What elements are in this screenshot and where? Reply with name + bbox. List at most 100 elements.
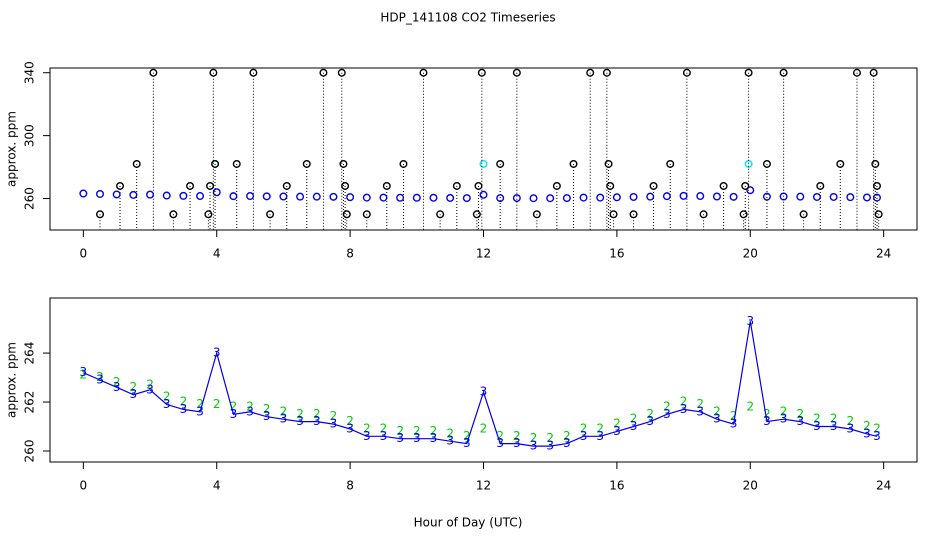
point	[279, 192, 288, 201]
point	[812, 192, 821, 201]
point: 2	[196, 397, 204, 411]
y-tick-label: 300	[23, 124, 37, 147]
point	[342, 210, 351, 219]
point: 2	[596, 421, 604, 435]
point	[436, 210, 445, 219]
point	[204, 210, 213, 219]
point	[429, 193, 438, 202]
y-axis-label: approx. ppm	[5, 342, 19, 418]
x-tick-label: 4	[213, 479, 221, 493]
point	[419, 68, 428, 77]
point	[362, 210, 371, 219]
point: 2	[280, 404, 288, 418]
point	[729, 192, 738, 201]
point: 3	[730, 417, 738, 431]
x-tick-label: 16	[609, 479, 624, 493]
point	[869, 68, 878, 77]
point	[682, 68, 691, 77]
point	[872, 193, 881, 202]
point	[629, 192, 638, 201]
point	[452, 181, 461, 190]
point	[337, 68, 346, 77]
point	[146, 190, 155, 199]
point	[744, 68, 753, 77]
point	[696, 192, 705, 201]
point: 2	[480, 421, 488, 435]
x-tick-label: 20	[743, 479, 758, 493]
point	[296, 192, 305, 201]
point: 2	[346, 414, 354, 428]
point: 3	[830, 419, 838, 433]
point	[329, 192, 338, 201]
point: 3	[463, 436, 471, 450]
point	[746, 186, 755, 195]
point	[719, 181, 728, 190]
point	[346, 193, 355, 202]
point: 3	[246, 404, 254, 418]
point: 2	[96, 370, 104, 384]
point	[282, 181, 291, 190]
point: 2	[180, 395, 188, 409]
x-tick-label: 0	[80, 479, 88, 493]
point	[211, 159, 220, 168]
point: 3	[180, 402, 188, 416]
point: 2	[80, 368, 88, 382]
x-tick-label: 20	[743, 247, 758, 261]
point	[116, 181, 125, 190]
point: 3	[380, 429, 388, 443]
point	[512, 68, 521, 77]
x-tick-label: 24	[876, 247, 891, 261]
x-tick-label: 24	[876, 479, 891, 493]
point	[779, 68, 788, 77]
point	[472, 210, 481, 219]
point: 2	[646, 407, 654, 421]
x-tick-label: 12	[476, 479, 491, 493]
point	[112, 190, 121, 199]
point: 2	[113, 375, 121, 389]
point	[312, 192, 321, 201]
point	[249, 68, 258, 77]
x-tick-label: 8	[346, 247, 354, 261]
point: 3	[763, 414, 771, 428]
point	[874, 210, 883, 219]
point: 3	[596, 429, 604, 443]
point: 2	[763, 407, 771, 421]
point	[302, 159, 311, 168]
point: 2	[396, 424, 404, 438]
point	[602, 68, 611, 77]
point: 2	[680, 395, 688, 409]
point	[477, 68, 486, 77]
point	[666, 159, 675, 168]
point: 3	[613, 424, 621, 438]
point	[872, 181, 881, 190]
point: 3	[80, 365, 88, 379]
point	[846, 193, 855, 202]
point	[446, 193, 455, 202]
point: 3	[680, 402, 688, 416]
point: 2	[730, 409, 738, 423]
point	[836, 159, 845, 168]
point: 2	[873, 421, 881, 435]
point: 3	[663, 407, 671, 421]
point: 2	[713, 404, 721, 418]
y-tick-label: 264	[23, 342, 37, 365]
point: 3	[263, 409, 271, 423]
point	[412, 193, 421, 202]
point: 3	[413, 431, 421, 445]
point	[796, 192, 805, 201]
point: 3	[296, 414, 304, 428]
point	[612, 193, 621, 202]
point: 2	[546, 431, 554, 445]
point	[532, 210, 541, 219]
point: 3	[713, 412, 721, 426]
point: 3	[513, 436, 521, 450]
point	[232, 159, 241, 168]
point: 3	[230, 407, 238, 421]
point: 2	[463, 429, 471, 443]
point: 3	[546, 439, 554, 453]
point: 3	[330, 417, 338, 431]
point	[96, 210, 105, 219]
point	[169, 210, 178, 219]
point: 2	[313, 407, 321, 421]
point	[829, 192, 838, 201]
